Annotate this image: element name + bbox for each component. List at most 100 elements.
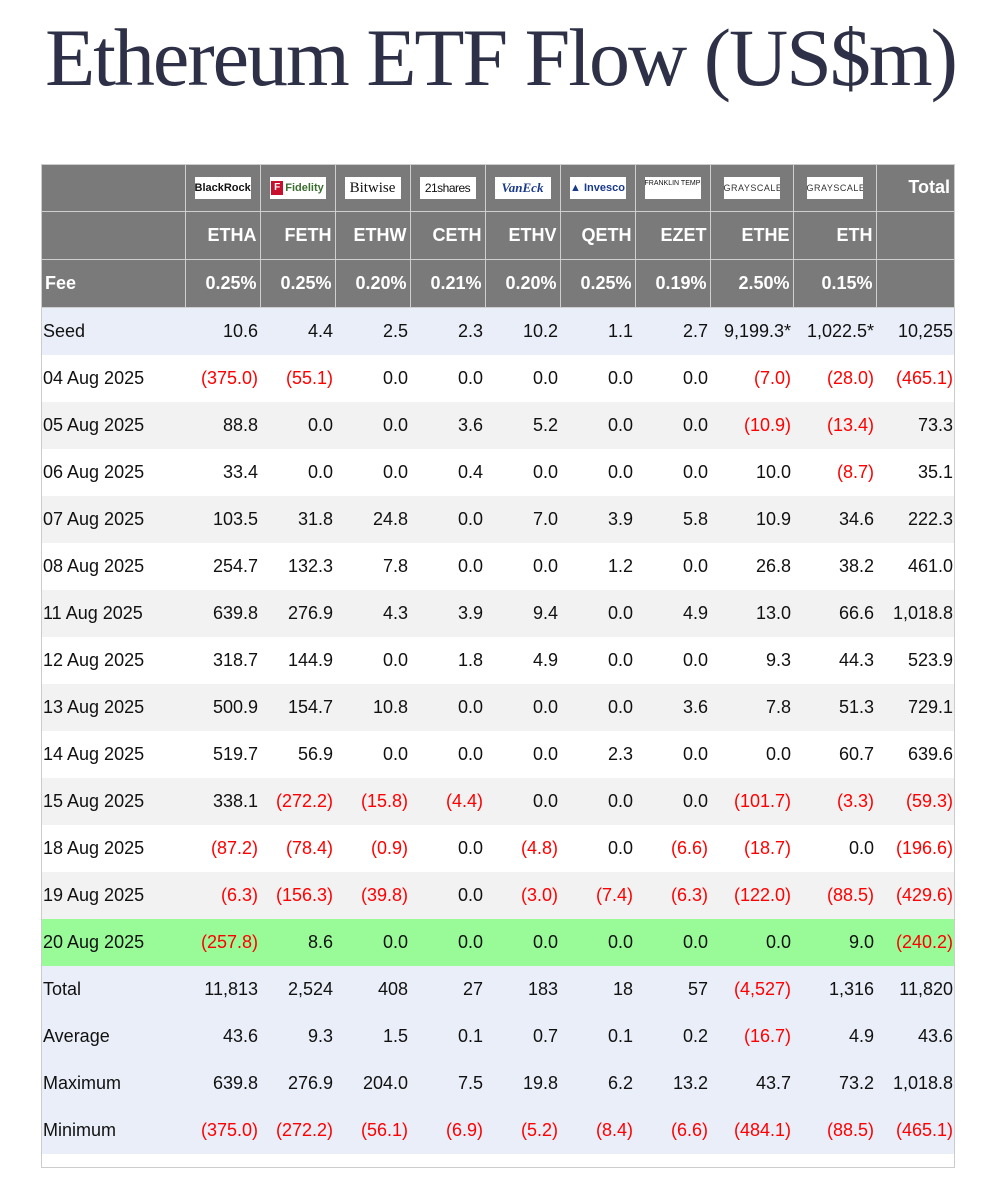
franklin-templeton-logo: FRANKLIN TEMPLETON (644, 176, 701, 199)
flow-cell: 0.0 (485, 919, 560, 966)
table-body: Seed 10.6 4.4 2.5 2.3 10.2 1.1 2.7 9,199.3* 1,022… (41, 307, 955, 1154)
total-column-header: Total (876, 164, 955, 212)
issuer-logo-cell: F Fidelity (260, 164, 336, 212)
flow-cell: 639.8 (185, 1060, 260, 1107)
flow-cell: (6.3) (185, 872, 260, 919)
flow-cell: 73.2 (793, 1060, 876, 1107)
flow-cell: 500.9 (185, 684, 260, 731)
row-total-cell: (59.3) (876, 778, 955, 825)
table-row: 08 Aug 2025 254.7 132.3 7.8 0.0 0.0 1.2 0.0 26.8… (41, 543, 955, 590)
table-row: 13 Aug 2025 500.9 154.7 10.8 0.0 0.0 0.0 3.6 7.8… (41, 684, 955, 731)
etf-flow-table: BlackRock F Fidelity Bitwise 21shares Van… (41, 164, 955, 1154)
table-row: Average 43.6 9.3 1.5 0.1 0.7 0.1 0.2 (16.7) 4.9 43… (41, 1013, 955, 1060)
table-row: 20 Aug 2025 (257.8) 8.6 0.0 0.0 0.0 0.0 0.0 0.0 9… (41, 919, 955, 966)
fidelity-mark-icon: F (271, 180, 284, 195)
flow-cell: 183 (485, 966, 560, 1013)
flow-cell: (272.2) (260, 778, 335, 825)
flow-cell: 44.3 (793, 637, 876, 684)
flow-cell: 0.4 (410, 449, 485, 496)
row-label: 05 Aug 2025 (41, 402, 185, 449)
flow-cell: 0.0 (410, 496, 485, 543)
issuer-logo-cell: FRANKLIN TEMPLETON (635, 164, 711, 212)
ticker-header: ETHE (710, 211, 794, 260)
21shares-logo: 21shares (419, 176, 476, 199)
ticker-header: ETH (793, 211, 877, 260)
flow-cell: 3.9 (410, 590, 485, 637)
flow-cell: 33.4 (185, 449, 260, 496)
flow-cell: 0.0 (410, 731, 485, 778)
flow-cell: 276.9 (260, 590, 335, 637)
grayscale-logo: GRAYSCALE (806, 176, 863, 199)
row-total-cell: 1,018.8 (876, 590, 955, 637)
row-label: Maximum (41, 1060, 185, 1107)
flow-cell: 8.6 (260, 919, 335, 966)
flow-cell: 3.6 (635, 684, 710, 731)
issuer-logo-cell: Bitwise (335, 164, 411, 212)
flow-cell: 6.2 (560, 1060, 635, 1107)
fee-label: Fee (41, 259, 186, 308)
flow-cell: 9,199.3* (710, 307, 793, 355)
table-row: 06 Aug 2025 33.4 0.0 0.0 0.4 0.0 0.0 0.0 10.0 (8.… (41, 449, 955, 496)
flow-cell: (8.4) (560, 1107, 635, 1154)
flow-cell: 88.8 (185, 402, 260, 449)
row-total-cell: 43.6 (876, 1013, 955, 1060)
flow-cell: 0.2 (635, 1013, 710, 1060)
flow-cell: 2.7 (635, 307, 710, 355)
row-total-cell: (240.2) (876, 919, 955, 966)
table-row: 11 Aug 2025 639.8 276.9 4.3 3.9 9.4 0.0 4.9 13.0… (41, 590, 955, 637)
corner-cell (41, 164, 186, 212)
flow-cell: (3.3) (793, 778, 876, 825)
flow-cell: 7.5 (410, 1060, 485, 1107)
flow-cell: 0.0 (485, 355, 560, 402)
row-label: 15 Aug 2025 (41, 778, 185, 825)
flow-cell: 0.7 (485, 1013, 560, 1060)
flow-cell: 0.0 (560, 637, 635, 684)
table-row: Seed 10.6 4.4 2.5 2.3 10.2 1.1 2.7 9,199.3* 1,022… (41, 307, 955, 355)
flow-cell: 13.0 (710, 590, 793, 637)
flow-cell: (257.8) (185, 919, 260, 966)
flow-cell: 2,524 (260, 966, 335, 1013)
flow-cell: 408 (335, 966, 410, 1013)
flow-cell: (6.6) (635, 825, 710, 872)
flow-cell: (16.7) (710, 1013, 793, 1060)
row-total-cell: 222.3 (876, 496, 955, 543)
row-label: 12 Aug 2025 (41, 637, 185, 684)
flow-cell: 27 (410, 966, 485, 1013)
row-total-cell: 729.1 (876, 684, 955, 731)
flow-cell: 0.0 (410, 355, 485, 402)
flow-cell: 204.0 (335, 1060, 410, 1107)
table-row: 19 Aug 2025 (6.3) (156.3) (39.8) 0.0 (3.0) (7.… (41, 872, 955, 919)
fee-value: 2.50% (710, 259, 794, 308)
row-label: 14 Aug 2025 (41, 731, 185, 778)
flow-cell: (18.7) (710, 825, 793, 872)
flow-cell: (3.0) (485, 872, 560, 919)
flow-cell: 4.9 (635, 590, 710, 637)
flow-cell: 9.3 (260, 1013, 335, 1060)
flow-cell: 144.9 (260, 637, 335, 684)
flow-cell: 0.0 (635, 778, 710, 825)
row-total-cell: (465.1) (876, 355, 955, 402)
row-total-cell: 639.6 (876, 731, 955, 778)
flow-cell: 0.0 (560, 449, 635, 496)
row-label: 04 Aug 2025 (41, 355, 185, 402)
row-label: 07 Aug 2025 (41, 496, 185, 543)
flow-cell: 10.8 (335, 684, 410, 731)
flow-cell: 318.7 (185, 637, 260, 684)
ticker-header: FETH (260, 211, 336, 260)
flow-cell: 4.4 (260, 307, 335, 355)
table-row: Maximum 639.8 276.9 204.0 7.5 19.8 6.2 13.2 43.7… (41, 1060, 955, 1107)
ticker-header: EZET (635, 211, 711, 260)
ticker-corner-cell (41, 211, 186, 260)
flow-cell: 0.0 (485, 731, 560, 778)
flow-cell: 0.0 (635, 637, 710, 684)
issuer-logo-cell: VanEck (485, 164, 561, 212)
flow-cell: 7.8 (335, 543, 410, 590)
flow-cell: 5.2 (485, 402, 560, 449)
flow-cell: 4.9 (485, 637, 560, 684)
table-row: 05 Aug 2025 88.8 0.0 0.0 3.6 5.2 0.0 0.0 (10.9)(… (41, 402, 955, 449)
flow-cell: (4,527) (710, 966, 793, 1013)
bitwise-logo: Bitwise (344, 176, 401, 199)
flow-cell: 7.8 (710, 684, 793, 731)
row-total-cell: 35.1 (876, 449, 955, 496)
flow-cell: (6.6) (635, 1107, 710, 1154)
